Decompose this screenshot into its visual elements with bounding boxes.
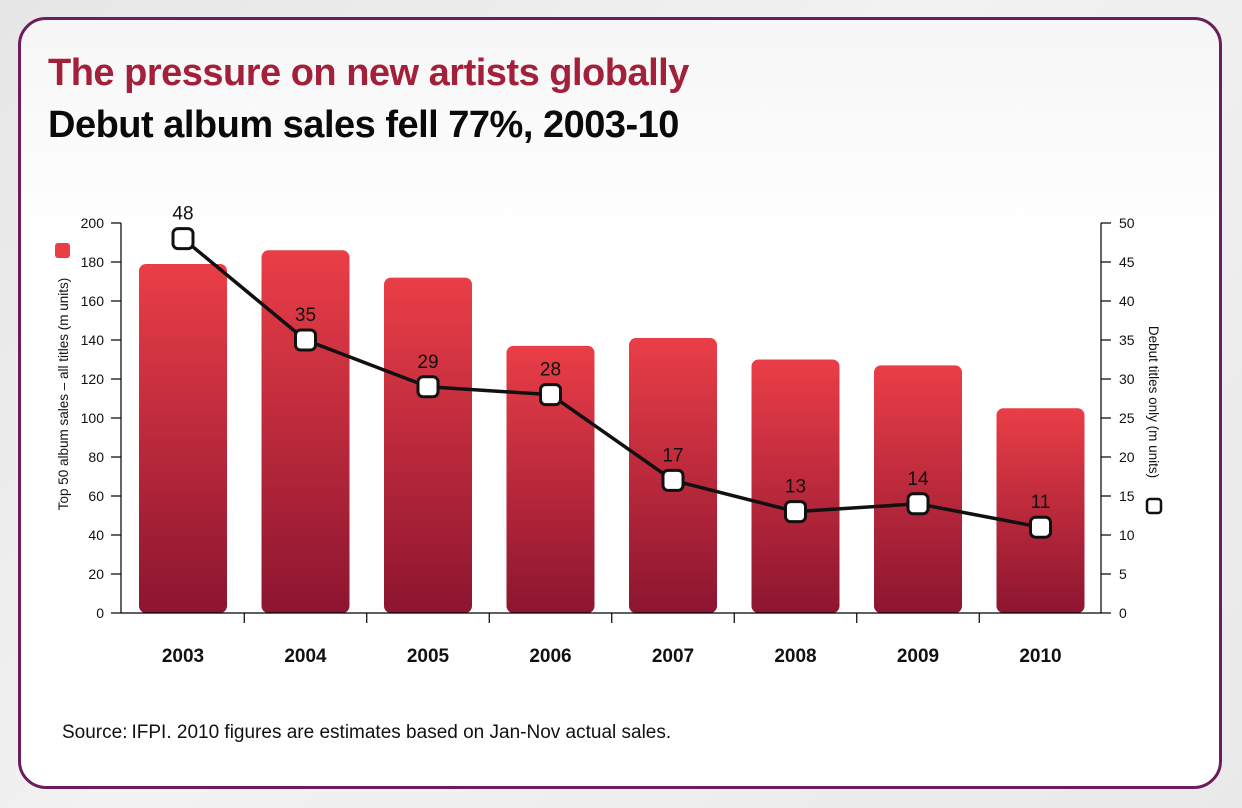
debut-data-label-2003: 48 — [172, 204, 193, 225]
x-tick-label-2005: 2005 — [407, 646, 450, 667]
x-tick-label-2007: 2007 — [652, 646, 694, 667]
left-tick-label: 60 — [88, 488, 104, 504]
left-axis-title: Top 50 album sales – all titles (m units… — [56, 278, 71, 511]
debut-marker-2007 — [661, 468, 685, 492]
left-tick-label: 40 — [88, 527, 104, 543]
right-tick-label: 20 — [1119, 449, 1135, 465]
debut-data-label-2004: 35 — [295, 305, 316, 326]
source-note: Source: IFPI. 2010 figures are estimates … — [62, 722, 671, 744]
source-text: IFPI. 2010 figures are estimates based o… — [131, 722, 672, 743]
left-tick-label: 0 — [96, 605, 104, 621]
debut-data-label-2005: 29 — [417, 352, 438, 373]
debut-marker-2009 — [906, 492, 930, 516]
left-tick-label: 200 — [81, 215, 105, 231]
chart-title: The pressure on new artists globally — [48, 52, 689, 94]
debut-marker-2006 — [539, 383, 562, 407]
x-tick-label-2008: 2008 — [774, 646, 816, 667]
left-tick-label: 100 — [81, 410, 105, 426]
bar-legend-swatch — [55, 243, 70, 258]
right-tick-label: 35 — [1119, 332, 1135, 348]
right-tick-label: 45 — [1119, 254, 1135, 270]
debut-marker-2004 — [294, 328, 317, 352]
right-axis-title: Debut titles only (m units) — [1146, 326, 1161, 478]
debut-marker-2003 — [171, 227, 195, 251]
bar-2005 — [384, 277, 472, 613]
debut-data-label-2009: 14 — [907, 469, 929, 490]
debut-data-label-2006: 28 — [540, 360, 561, 381]
bar-2003 — [139, 263, 227, 613]
x-tick-label-2010: 2010 — [1019, 646, 1061, 667]
left-tick-label: 180 — [81, 254, 105, 270]
bar-2008 — [751, 359, 840, 613]
left-tick-label: 80 — [88, 449, 104, 465]
debut-marker-2008 — [784, 500, 807, 524]
debut-data-label-2007: 17 — [662, 445, 683, 466]
right-tick-label: 40 — [1119, 293, 1135, 309]
left-tick-label: 160 — [81, 293, 105, 309]
left-tick-label: 140 — [81, 332, 105, 348]
left-tick-label: 120 — [81, 371, 105, 387]
line-legend-swatch — [1145, 497, 1163, 515]
x-tick-label-2004: 2004 — [284, 646, 327, 667]
bar-2004 — [261, 250, 350, 614]
x-tick-label-2006: 2006 — [529, 646, 571, 667]
chart-subtitle: Debut album sales fell 77%, 2003-10 — [48, 104, 679, 146]
bar-2006 — [506, 345, 595, 613]
right-tick-label: 10 — [1119, 527, 1135, 543]
right-tick-label: 25 — [1119, 410, 1135, 426]
debut-marker-2010 — [1029, 515, 1052, 539]
right-tick-label: 15 — [1119, 488, 1135, 504]
debut-data-label-2010: 11 — [1031, 492, 1051, 513]
right-tick-label: 5 — [1119, 566, 1127, 582]
bar-2010 — [996, 408, 1085, 613]
debut-marker-2005 — [416, 375, 440, 399]
right-tick-label: 0 — [1119, 605, 1127, 621]
debut-data-label-2008: 13 — [785, 477, 806, 498]
right-tick-label: 30 — [1119, 371, 1135, 387]
debut-line — [181, 237, 1041, 529]
source-label: Source: — [62, 722, 128, 743]
bar-2009 — [874, 365, 962, 613]
x-tick-label-2009: 2009 — [897, 646, 939, 667]
right-tick-label: 50 — [1119, 215, 1135, 231]
x-tick-label-2003: 2003 — [162, 646, 204, 667]
left-tick-label: 20 — [88, 566, 104, 582]
